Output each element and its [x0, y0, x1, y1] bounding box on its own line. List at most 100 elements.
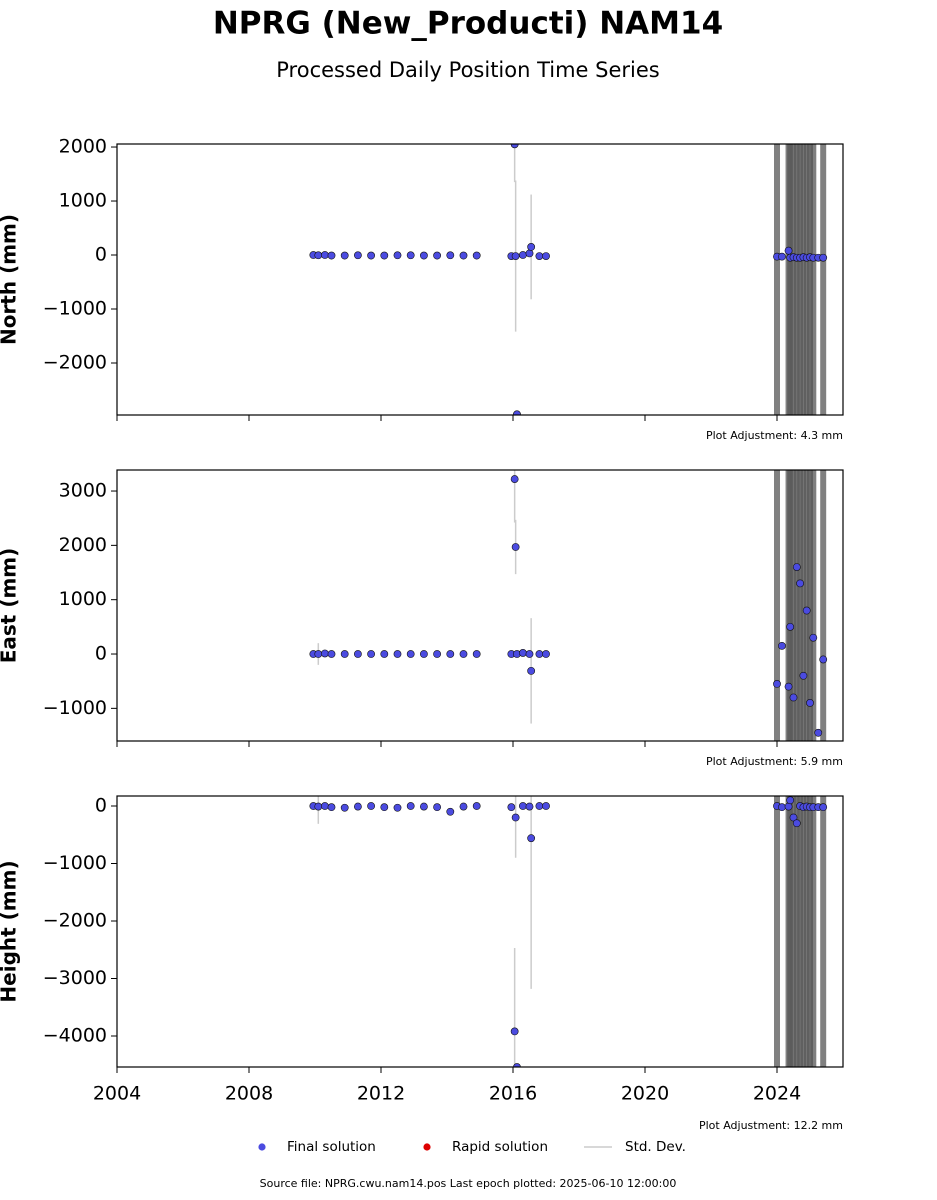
axes-frame	[116, 143, 844, 416]
y-tick-label: 2000	[59, 136, 107, 158]
point	[513, 410, 521, 415]
point	[814, 728, 823, 737]
point	[446, 807, 455, 816]
point	[353, 802, 362, 811]
point	[406, 650, 415, 658]
point	[367, 650, 375, 658]
legend-label: Final solution	[287, 1139, 376, 1155]
legend-marker	[258, 1143, 266, 1151]
point	[380, 650, 389, 658]
point	[433, 803, 441, 812]
point	[507, 803, 516, 812]
x-tick-label: 2024	[753, 1083, 801, 1105]
point	[393, 803, 402, 812]
point	[511, 252, 520, 260]
point	[527, 834, 536, 843]
y-tick-label: 0	[95, 795, 107, 817]
point	[459, 802, 468, 811]
point	[472, 251, 481, 260]
y-tick-label: 0	[95, 244, 107, 266]
point	[527, 666, 536, 675]
point	[393, 650, 402, 658]
point	[327, 803, 336, 812]
point	[819, 803, 828, 812]
point	[778, 252, 786, 261]
point	[510, 475, 519, 483]
legend-label: Rapid solution	[452, 1139, 548, 1155]
point	[340, 650, 349, 658]
point	[525, 650, 534, 658]
point	[784, 682, 793, 691]
point	[433, 251, 441, 260]
point	[472, 650, 481, 658]
y-tick-label: −1000	[43, 298, 107, 320]
point	[314, 650, 323, 658]
y-axis-label: East (mm)	[0, 548, 21, 664]
point	[799, 671, 808, 680]
point	[511, 543, 520, 551]
plot-adjustment: Plot Adjustment: 4.3 mm	[706, 429, 843, 442]
point	[419, 802, 428, 811]
point	[320, 802, 329, 810]
plot-area	[309, 796, 828, 1067]
point	[320, 649, 329, 658]
x-tick-label: 2004	[93, 1083, 141, 1105]
x-tick-label: 2020	[621, 1083, 669, 1105]
point	[353, 650, 362, 658]
point	[510, 1027, 519, 1036]
point	[380, 251, 389, 260]
y-tick-label: −1000	[43, 852, 107, 874]
point	[778, 803, 786, 812]
point	[819, 655, 828, 664]
point	[802, 606, 811, 615]
point	[778, 641, 786, 650]
point	[459, 251, 468, 260]
point	[542, 802, 550, 810]
point	[784, 802, 793, 811]
point	[535, 802, 544, 810]
y-tick-label: 1000	[59, 588, 107, 610]
point	[446, 251, 455, 260]
point	[314, 802, 323, 811]
point	[542, 252, 550, 260]
point	[472, 802, 481, 810]
point	[542, 650, 550, 658]
y-tick-label: 3000	[59, 480, 107, 502]
point	[789, 813, 798, 822]
y-tick-label: −3000	[43, 967, 107, 989]
point	[819, 253, 828, 262]
axes-frame	[116, 795, 844, 1068]
y-axis-label: Height (mm)	[0, 860, 21, 1002]
point	[340, 251, 349, 260]
point	[511, 813, 520, 822]
plot-adjustment: Plot Adjustment: 12.2 mm	[699, 1119, 843, 1132]
y-tick-label: −2000	[43, 910, 107, 932]
point	[792, 563, 801, 571]
point	[786, 796, 795, 805]
point	[393, 251, 402, 260]
legend-marker	[423, 1143, 431, 1151]
point	[525, 802, 534, 811]
point	[459, 650, 468, 658]
y-tick-label: −2000	[43, 352, 107, 374]
point	[419, 650, 428, 658]
point	[446, 650, 455, 658]
y-tick-label: −1000	[43, 697, 107, 719]
footer: Source file: NPRG.cwu.nam14.pos Last epo…	[260, 1177, 677, 1190]
point	[419, 251, 428, 260]
y-tick-label: 1000	[59, 190, 107, 212]
point	[513, 1063, 521, 1067]
y-tick-label: 0	[95, 643, 107, 665]
point	[792, 819, 801, 828]
x-tick-label: 2008	[225, 1083, 273, 1105]
point	[786, 622, 795, 631]
point	[406, 802, 415, 810]
point	[519, 251, 527, 259]
point	[796, 579, 804, 588]
point	[340, 803, 349, 812]
point	[789, 693, 798, 702]
point	[327, 251, 336, 260]
legend-label: Std. Dev.	[625, 1139, 686, 1155]
point	[353, 251, 362, 260]
